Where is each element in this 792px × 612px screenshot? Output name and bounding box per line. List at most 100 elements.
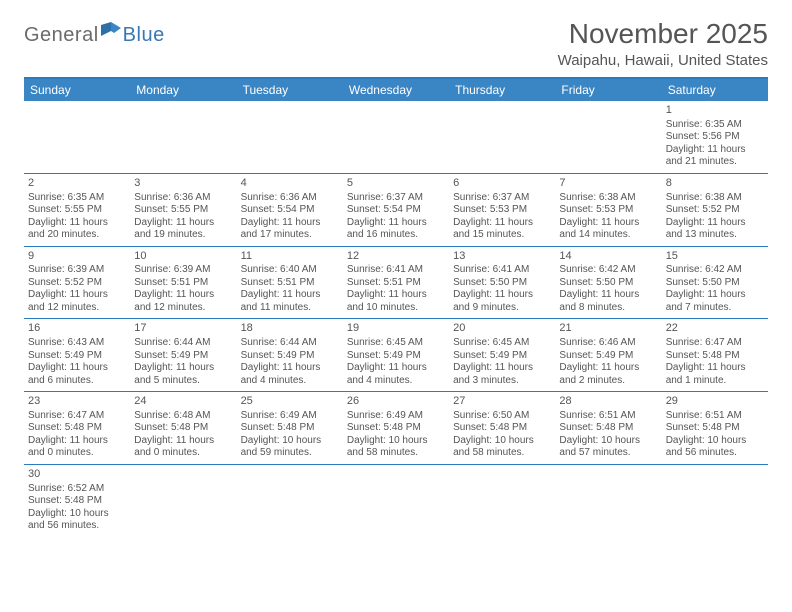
daylight-text: and 4 minutes. [347, 375, 445, 388]
sunrise-text: Sunrise: 6:46 AM [559, 337, 657, 350]
daylight-text: Daylight: 11 hours [28, 435, 126, 448]
day-cell: 9Sunrise: 6:39 AMSunset: 5:52 PMDaylight… [24, 247, 130, 319]
sunrise-text: Sunrise: 6:35 AM [666, 119, 764, 132]
day-cell: 4Sunrise: 6:36 AMSunset: 5:54 PMDaylight… [237, 174, 343, 246]
day-header-row: Sunday Monday Tuesday Wednesday Thursday… [24, 79, 768, 101]
sunrise-text: Sunrise: 6:49 AM [347, 410, 445, 423]
daylight-text: and 17 minutes. [241, 229, 339, 242]
day-number: 3 [134, 177, 232, 191]
day-number: 19 [347, 322, 445, 336]
sunrise-text: Sunrise: 6:36 AM [241, 192, 339, 205]
day-number: 18 [241, 322, 339, 336]
sunset-text: Sunset: 5:53 PM [453, 204, 551, 217]
daylight-text: Daylight: 11 hours [453, 289, 551, 302]
daylight-text: Daylight: 11 hours [347, 217, 445, 230]
week-row: 23Sunrise: 6:47 AMSunset: 5:48 PMDayligh… [24, 392, 768, 465]
sunrise-text: Sunrise: 6:39 AM [134, 264, 232, 277]
daylight-text: and 12 minutes. [134, 302, 232, 315]
sunrise-text: Sunrise: 6:41 AM [453, 264, 551, 277]
daylight-text: Daylight: 11 hours [347, 289, 445, 302]
sunset-text: Sunset: 5:51 PM [134, 277, 232, 290]
day-number: 26 [347, 395, 445, 409]
sunset-text: Sunset: 5:49 PM [453, 350, 551, 363]
daylight-text: and 11 minutes. [241, 302, 339, 315]
sunrise-text: Sunrise: 6:52 AM [28, 483, 126, 496]
sunset-text: Sunset: 5:51 PM [347, 277, 445, 290]
sunset-text: Sunset: 5:48 PM [666, 350, 764, 363]
sunset-text: Sunset: 5:48 PM [134, 422, 232, 435]
day-number: 15 [666, 250, 764, 264]
daylight-text: and 15 minutes. [453, 229, 551, 242]
daylight-text: Daylight: 11 hours [559, 289, 657, 302]
sunrise-text: Sunrise: 6:38 AM [666, 192, 764, 205]
sunset-text: Sunset: 5:49 PM [559, 350, 657, 363]
day-cell: 24Sunrise: 6:48 AMSunset: 5:48 PMDayligh… [130, 392, 236, 464]
day-number: 4 [241, 177, 339, 191]
day-number: 17 [134, 322, 232, 336]
daylight-text: and 0 minutes. [134, 447, 232, 460]
sunset-text: Sunset: 5:48 PM [347, 422, 445, 435]
day-number: 20 [453, 322, 551, 336]
sunrise-text: Sunrise: 6:50 AM [453, 410, 551, 423]
month-title: November 2025 [558, 18, 768, 50]
sunset-text: Sunset: 5:51 PM [241, 277, 339, 290]
sunrise-text: Sunrise: 6:35 AM [28, 192, 126, 205]
daylight-text: Daylight: 11 hours [28, 362, 126, 375]
logo-text-blue: Blue [123, 24, 165, 47]
header: General Blue November 2025 Waipahu, Hawa… [24, 18, 768, 69]
sunset-text: Sunset: 5:52 PM [28, 277, 126, 290]
daylight-text: Daylight: 11 hours [666, 144, 764, 157]
day-number: 1 [666, 104, 764, 118]
sunset-text: Sunset: 5:53 PM [559, 204, 657, 217]
daylight-text: and 59 minutes. [241, 447, 339, 460]
empty-cell [449, 465, 555, 537]
day-cell: 25Sunrise: 6:49 AMSunset: 5:48 PMDayligh… [237, 392, 343, 464]
daylight-text: Daylight: 10 hours [559, 435, 657, 448]
week-row: 30Sunrise: 6:52 AMSunset: 5:48 PMDayligh… [24, 465, 768, 537]
sunset-text: Sunset: 5:49 PM [28, 350, 126, 363]
empty-cell [555, 101, 661, 173]
daylight-text: and 9 minutes. [453, 302, 551, 315]
empty-cell [449, 101, 555, 173]
sunset-text: Sunset: 5:48 PM [453, 422, 551, 435]
day-cell: 14Sunrise: 6:42 AMSunset: 5:50 PMDayligh… [555, 247, 661, 319]
sunset-text: Sunset: 5:48 PM [666, 422, 764, 435]
daylight-text: Daylight: 11 hours [453, 217, 551, 230]
title-block: November 2025 Waipahu, Hawaii, United St… [558, 18, 768, 69]
day-number: 6 [453, 177, 551, 191]
calendar-page: General Blue November 2025 Waipahu, Hawa… [0, 0, 792, 537]
day-number: 13 [453, 250, 551, 264]
day-number: 10 [134, 250, 232, 264]
sunrise-text: Sunrise: 6:37 AM [347, 192, 445, 205]
sunrise-text: Sunrise: 6:47 AM [666, 337, 764, 350]
daylight-text: Daylight: 11 hours [666, 289, 764, 302]
sunset-text: Sunset: 5:52 PM [666, 204, 764, 217]
sunset-text: Sunset: 5:55 PM [134, 204, 232, 217]
daylight-text: Daylight: 11 hours [134, 362, 232, 375]
location: Waipahu, Hawaii, United States [558, 52, 768, 69]
empty-cell [662, 465, 768, 537]
day-cell: 3Sunrise: 6:36 AMSunset: 5:55 PMDaylight… [130, 174, 236, 246]
sunset-text: Sunset: 5:48 PM [28, 422, 126, 435]
day-number: 30 [28, 468, 126, 482]
sunset-text: Sunset: 5:48 PM [559, 422, 657, 435]
sunset-text: Sunset: 5:49 PM [134, 350, 232, 363]
flag-icon [101, 22, 123, 43]
sunrise-text: Sunrise: 6:51 AM [559, 410, 657, 423]
sunrise-text: Sunrise: 6:40 AM [241, 264, 339, 277]
day-cell: 28Sunrise: 6:51 AMSunset: 5:48 PMDayligh… [555, 392, 661, 464]
daylight-text: and 10 minutes. [347, 302, 445, 315]
sunset-text: Sunset: 5:49 PM [347, 350, 445, 363]
daylight-text: Daylight: 11 hours [134, 217, 232, 230]
daylight-text: and 3 minutes. [453, 375, 551, 388]
sunset-text: Sunset: 5:49 PM [241, 350, 339, 363]
day-cell: 29Sunrise: 6:51 AMSunset: 5:48 PMDayligh… [662, 392, 768, 464]
day-number: 21 [559, 322, 657, 336]
day-cell: 23Sunrise: 6:47 AMSunset: 5:48 PMDayligh… [24, 392, 130, 464]
sunrise-text: Sunrise: 6:41 AM [347, 264, 445, 277]
daylight-text: and 20 minutes. [28, 229, 126, 242]
sunrise-text: Sunrise: 6:39 AM [28, 264, 126, 277]
calendar: Sunday Monday Tuesday Wednesday Thursday… [24, 77, 768, 537]
daylight-text: Daylight: 11 hours [241, 289, 339, 302]
sunrise-text: Sunrise: 6:44 AM [134, 337, 232, 350]
